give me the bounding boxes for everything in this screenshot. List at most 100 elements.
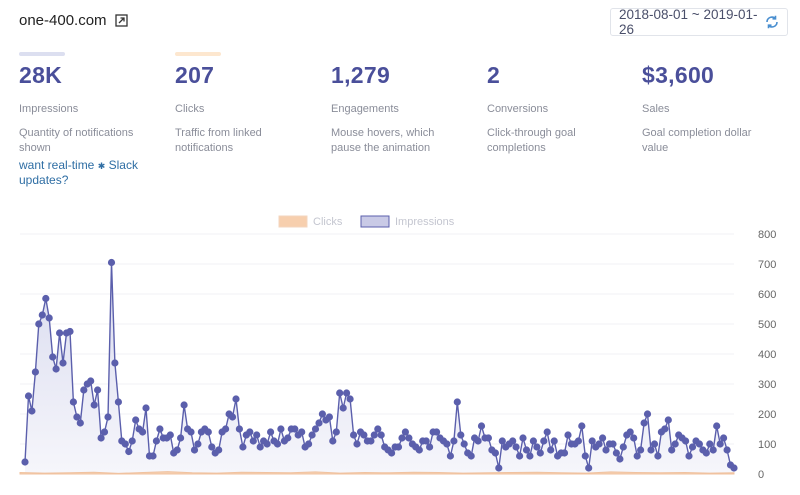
impressions-point [588, 437, 596, 445]
impressions-point [156, 425, 164, 433]
stat-label: Sales [642, 103, 670, 115]
impressions-point [28, 407, 36, 415]
impressions-point [450, 437, 458, 445]
impressions-point [516, 452, 524, 460]
impressions-point [702, 449, 710, 457]
impressions-point [426, 443, 434, 451]
impressions-point [239, 443, 247, 451]
impressions-point [256, 443, 264, 451]
impressions-point [66, 327, 74, 336]
site-name-text: one-400.com [19, 12, 107, 29]
impressions-point [682, 437, 690, 445]
impressions-point [370, 431, 378, 439]
impressions-point [329, 437, 337, 445]
impressions-point [716, 440, 724, 448]
impressions-point [232, 395, 240, 403]
impressions-point [547, 446, 555, 454]
impressions-chart: 0 100 200 300 400 500 600 700 800 Clicks Impressio… [19, 215, 776, 481]
impressions-point [619, 443, 627, 451]
impressions-point [602, 446, 610, 454]
impressions-point [235, 425, 243, 433]
external-link-icon[interactable] [114, 14, 128, 27]
impressions-point [540, 437, 548, 445]
impressions-point [267, 428, 275, 436]
impressions-point [315, 419, 323, 427]
impressions-point [132, 416, 140, 424]
impressions-point [668, 446, 676, 454]
impressions-point [522, 446, 531, 454]
impressions-point [305, 440, 313, 448]
impressions-point [491, 449, 499, 457]
stat-card-clicks: 207 Clicks Traffic from linked notificatio… [175, 52, 315, 156]
impressions-point [190, 446, 199, 454]
impressions-point [97, 434, 105, 442]
impressions-point [311, 425, 320, 433]
stat-value: 1,279 [331, 62, 391, 88]
stat-color-bar [331, 52, 377, 56]
impressions-point [460, 440, 468, 448]
impressions-point [56, 329, 64, 337]
impressions-point [180, 401, 188, 409]
slack-updates-link[interactable]: want real-time ✱ Slack updates? [19, 158, 149, 187]
impressions-point [512, 443, 520, 451]
impressions-point [706, 440, 714, 448]
impressions-point [377, 431, 385, 439]
impressions-point [121, 440, 129, 448]
impressions-point [564, 431, 572, 439]
impressions-point [630, 434, 638, 442]
y-tick-label: 600 [758, 289, 776, 301]
impressions-point [709, 446, 717, 454]
impressions-point [177, 434, 185, 442]
impressions-point [107, 258, 116, 267]
impressions-point [339, 404, 347, 412]
stat-description: Traffic from linked notifications [175, 127, 262, 154]
date-range-picker[interactable]: 2018-08-01 ~ 2019-01-26 [610, 7, 788, 37]
slack-icon: ✱ [97, 161, 106, 171]
impressions-point [104, 413, 112, 421]
stat-value: 2 [487, 62, 501, 88]
y-tick-label: 700 [758, 259, 776, 271]
stat-description: Mouse hovers, which pause the animation [331, 127, 435, 154]
impressions-point [38, 311, 46, 319]
y-tick-label: 0 [758, 469, 764, 481]
impressions-point [253, 431, 261, 439]
impressions-point [443, 440, 451, 448]
impressions-point [166, 431, 174, 439]
impressions-point [671, 440, 679, 448]
impressions-point [723, 446, 731, 454]
impressions-point [526, 452, 534, 460]
stat-label: Conversions [487, 103, 549, 115]
impressions-point [609, 440, 617, 448]
impressions-point [45, 314, 53, 322]
impressions-point [661, 425, 669, 433]
impressions-point [21, 458, 29, 466]
impressions-point [152, 437, 160, 445]
impressions-point [52, 365, 60, 373]
impressions-point [208, 443, 216, 451]
impressions-point [277, 425, 285, 433]
impressions-point [111, 359, 119, 367]
impressions-point [346, 395, 354, 403]
impressions-point [343, 389, 351, 397]
impressions-point [332, 428, 340, 436]
impressions-point [76, 419, 84, 427]
refresh-icon[interactable] [763, 13, 781, 31]
impressions-point [730, 464, 738, 472]
stat-label: Engagements [331, 103, 399, 115]
impressions-point [536, 449, 544, 457]
impressions-point [228, 413, 237, 421]
impressions-point [654, 452, 662, 460]
impressions-point [204, 428, 212, 436]
stat-card-sales: $3,600 Sales Goal completion dollar value [642, 52, 782, 156]
impressions-point [24, 392, 33, 400]
impressions-point [595, 440, 603, 448]
impressions-point [325, 413, 333, 421]
impressions-point [612, 449, 621, 457]
stat-label: Impressions [19, 103, 79, 115]
impressions-point [59, 359, 67, 367]
impressions-point [173, 446, 181, 454]
y-tick-label: 400 [758, 349, 776, 361]
impressions-point [467, 452, 475, 460]
impressions-point [647, 446, 655, 454]
impressions-point [374, 425, 382, 433]
